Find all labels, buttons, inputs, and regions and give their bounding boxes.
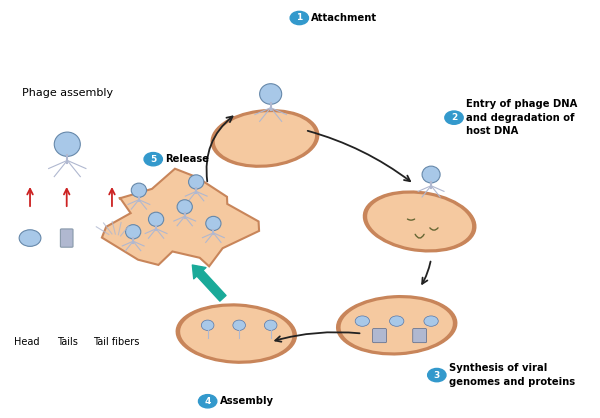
Ellipse shape xyxy=(177,200,193,214)
Ellipse shape xyxy=(176,304,296,363)
Ellipse shape xyxy=(19,230,41,246)
Ellipse shape xyxy=(424,316,438,326)
Ellipse shape xyxy=(148,212,164,227)
Text: Attachment: Attachment xyxy=(311,13,377,23)
Ellipse shape xyxy=(233,320,245,331)
Ellipse shape xyxy=(265,320,277,331)
Ellipse shape xyxy=(211,110,319,167)
Ellipse shape xyxy=(422,166,440,183)
Ellipse shape xyxy=(179,306,293,362)
Text: Phage assembly: Phage assembly xyxy=(22,88,113,98)
FancyBboxPatch shape xyxy=(61,229,73,247)
Text: 2: 2 xyxy=(451,113,457,122)
Text: Tails: Tails xyxy=(57,337,78,347)
Ellipse shape xyxy=(337,296,457,355)
FancyArrowPatch shape xyxy=(193,265,226,301)
Ellipse shape xyxy=(188,175,204,189)
Circle shape xyxy=(199,395,217,408)
Ellipse shape xyxy=(340,297,454,353)
Ellipse shape xyxy=(389,316,404,326)
Ellipse shape xyxy=(131,183,146,197)
FancyBboxPatch shape xyxy=(373,329,386,343)
Ellipse shape xyxy=(54,132,80,156)
Text: 3: 3 xyxy=(434,371,440,380)
Circle shape xyxy=(144,153,163,166)
Circle shape xyxy=(428,368,446,382)
Text: Release: Release xyxy=(165,154,209,164)
Circle shape xyxy=(290,11,308,25)
Ellipse shape xyxy=(202,320,214,331)
Ellipse shape xyxy=(206,217,221,231)
Text: Assembly: Assembly xyxy=(220,396,274,406)
Ellipse shape xyxy=(214,111,316,166)
Ellipse shape xyxy=(260,84,281,104)
Text: Synthesis of viral
genomes and proteins: Synthesis of viral genomes and proteins xyxy=(449,364,575,387)
Text: Entry of phage DNA
and degradation of
host DNA: Entry of phage DNA and degradation of ho… xyxy=(466,99,577,136)
Circle shape xyxy=(445,111,463,124)
Text: Tail fibers: Tail fibers xyxy=(93,337,139,347)
Text: Head: Head xyxy=(14,337,40,347)
Text: 4: 4 xyxy=(205,397,211,406)
Ellipse shape xyxy=(364,191,476,252)
FancyBboxPatch shape xyxy=(413,329,427,343)
Ellipse shape xyxy=(125,224,141,239)
Ellipse shape xyxy=(355,316,370,326)
Polygon shape xyxy=(102,169,259,266)
Ellipse shape xyxy=(366,193,473,250)
Text: 1: 1 xyxy=(296,13,302,23)
Text: 5: 5 xyxy=(150,155,157,164)
